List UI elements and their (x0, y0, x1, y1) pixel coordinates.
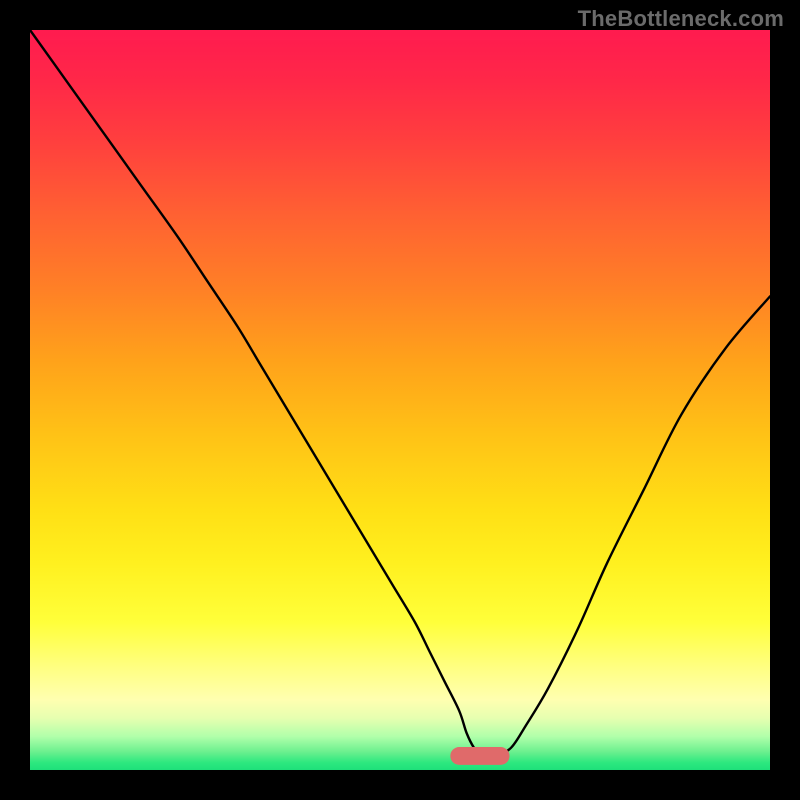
watermark-text: TheBottleneck.com (578, 6, 784, 32)
chart-frame: TheBottleneck.com (0, 0, 800, 800)
optimal-range-marker (450, 747, 509, 765)
chart-svg (0, 0, 800, 800)
plot-background (30, 30, 770, 770)
